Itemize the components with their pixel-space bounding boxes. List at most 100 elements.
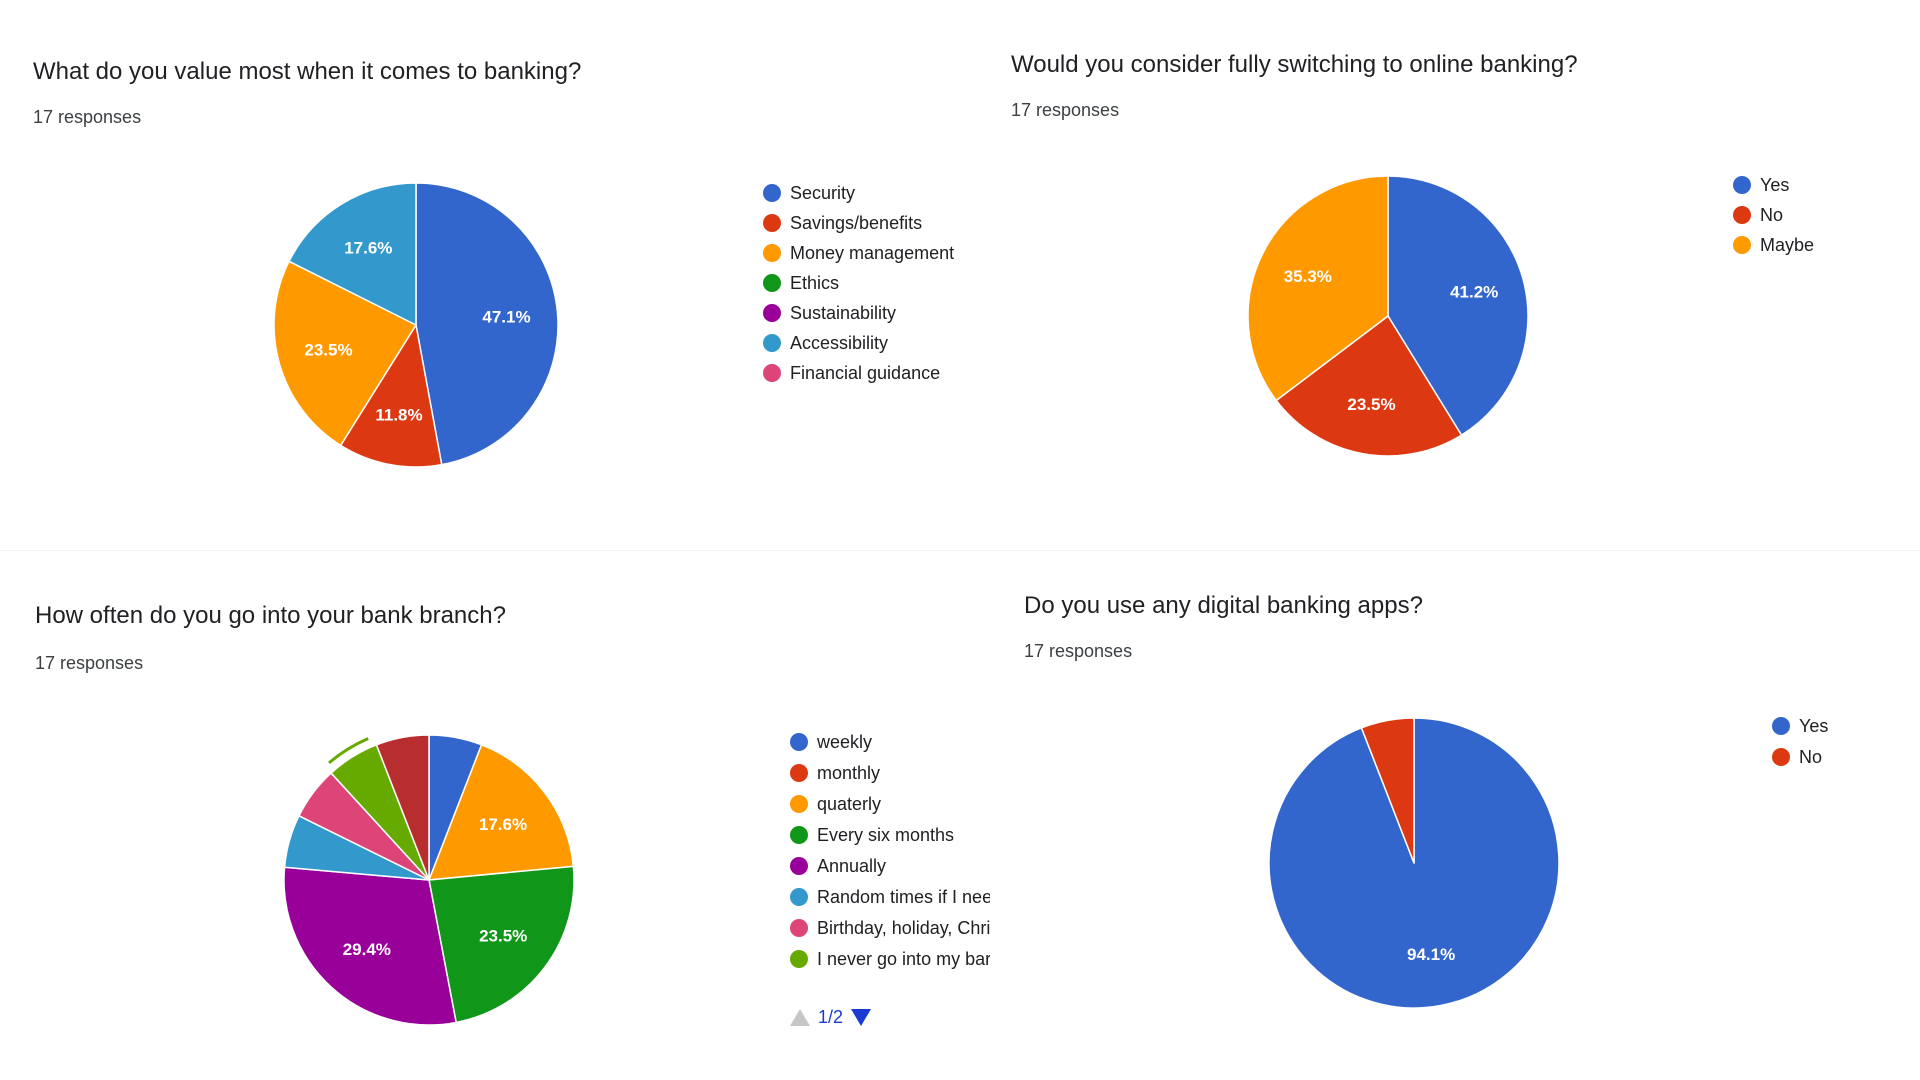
- legend-swatch: [763, 334, 781, 352]
- legend-label: weekly: [817, 731, 873, 752]
- legend-label: Annually: [817, 855, 887, 876]
- slice-data-label: 23.5%: [479, 927, 527, 946]
- pie-slice-other-8[interactable]: [375, 734, 430, 881]
- slice-data-label: 35.3%: [1284, 267, 1332, 286]
- pie-chart: 94.1%: [1268, 717, 1560, 1009]
- slice-hover-highlight: [328, 737, 369, 765]
- slice-data-label: 41.2%: [1450, 283, 1498, 302]
- legend-swatch: [1733, 176, 1751, 194]
- pie-slice-no[interactable]: [1360, 717, 1415, 864]
- chart-legend: Security Savings/benefits Money management…: [763, 181, 983, 383]
- legend-label: monthly: [817, 762, 881, 783]
- legend-swatch: [790, 919, 808, 937]
- legend-label: I never go into my bar: [817, 948, 992, 969]
- legend-item-security[interactable]: Security: [763, 181, 983, 205]
- response-count: 17 responses: [1011, 100, 1120, 120]
- legend-item-savings-benefits[interactable]: Savings/benefits: [763, 211, 983, 235]
- legend-swatch: [763, 274, 781, 292]
- legend-item-every-six-months[interactable]: Every six months: [790, 823, 1006, 847]
- legend-swatch: [790, 888, 808, 906]
- legend-pager: 1/2: [790, 1004, 872, 1030]
- legend-item-yes[interactable]: Yes: [1772, 714, 1892, 738]
- legend-item-annually[interactable]: Annually: [790, 854, 1006, 878]
- slice-data-label: 47.1%: [482, 308, 530, 327]
- response-count: 17 responses: [35, 653, 144, 673]
- legend-item-quaterly[interactable]: quaterly: [790, 792, 1006, 816]
- pie-slice-every-six-months[interactable]: [428, 865, 575, 1024]
- slice-data-label: 17.6%: [479, 815, 527, 834]
- section-divider: [0, 550, 1920, 551]
- legend-item-yes[interactable]: Yes: [1733, 173, 1883, 197]
- legend-label: No: [1799, 746, 1823, 767]
- legend-label: Sustainability: [790, 302, 897, 323]
- legend-item-money-management[interactable]: Money management: [763, 241, 983, 265]
- question-title: Do you use any digital banking apps?: [1024, 592, 1423, 619]
- pie-chart: 47.1% 11.8% 23.5% 17.6%: [273, 182, 559, 468]
- pie-slice-yes[interactable]: [1387, 175, 1529, 436]
- slice-data-label: 11.8%: [375, 405, 422, 424]
- legend-swatch: [1772, 748, 1790, 766]
- legend-swatch: [1733, 206, 1751, 224]
- legend-item-monthly[interactable]: monthly: [790, 761, 1006, 785]
- pie-slice-annually[interactable]: [283, 866, 457, 1026]
- slice-data-label: 23.5%: [304, 341, 352, 360]
- chart-panel-value-most: What do you value most when it comes to …: [0, 0, 990, 545]
- legend-item-random-times-if-i-nee[interactable]: Random times if I nee: [790, 885, 1006, 909]
- legend-swatch: [763, 214, 781, 232]
- slice-data-label: 23.5%: [1347, 395, 1395, 414]
- chart-panel-digital-apps: Do you use any digital banking apps? 17 …: [990, 555, 1920, 1080]
- legend-label: Yes: [1799, 715, 1829, 736]
- legend-label: Random times if I nee: [817, 886, 993, 907]
- legend-item-no[interactable]: No: [1733, 203, 1883, 227]
- legend-item-sustainability[interactable]: Sustainability: [763, 301, 983, 325]
- legend-swatch: [763, 364, 781, 382]
- legend-label: quaterly: [817, 793, 882, 814]
- question-title: How often do you go into your bank branc…: [35, 602, 506, 629]
- chart-panel-branch-visits: How often do you go into your bank branc…: [0, 555, 992, 1080]
- response-count: 17 responses: [33, 107, 142, 127]
- legend-label: Maybe: [1760, 234, 1815, 255]
- response-count: 17 responses: [1024, 641, 1133, 661]
- slice-data-label: 29.4%: [343, 940, 391, 959]
- legend-swatch: [790, 826, 808, 844]
- legend-swatch: [1772, 717, 1790, 735]
- legend-label: Ethics: [790, 272, 840, 293]
- legend-label: Accessibility: [790, 332, 889, 353]
- chart-panel-online-banking: Would you consider fully switching to on…: [990, 0, 1920, 545]
- legend-item-financial-guidance[interactable]: Financial guidance: [763, 361, 983, 385]
- legend-label: Every six months: [817, 824, 955, 845]
- slice-data-label: 17.6%: [344, 239, 392, 258]
- legend-label: Security: [790, 182, 856, 203]
- pager-prev-icon[interactable]: [790, 1008, 810, 1026]
- legend-swatch: [790, 857, 808, 875]
- pie-slice-security[interactable]: [415, 182, 559, 466]
- slice-data-label: 94.1%: [1407, 945, 1455, 964]
- question-title: What do you value most when it comes to …: [33, 58, 582, 85]
- pie-slice-savings-benefits[interactable]: [339, 324, 443, 468]
- legend-label: No: [1760, 204, 1784, 225]
- pie-chart: 17.6% 23.5% 29.4%: [283, 734, 575, 1026]
- legend-item-ethics[interactable]: Ethics: [763, 271, 983, 295]
- pie-slice-maybe[interactable]: [1247, 175, 1389, 402]
- legend-item-i-never-go-into-my-bar[interactable]: I never go into my bar: [790, 947, 1006, 971]
- legend-item-weekly[interactable]: weekly: [790, 730, 1006, 754]
- chart-legend: weekly monthly quaterly Every six months Ann…: [790, 730, 1006, 980]
- chart-legend: Yes No: [1772, 714, 1892, 774]
- legend-item-birthday-holiday-chri[interactable]: Birthday, holiday, Chri: [790, 916, 1006, 940]
- pie-chart: 41.2% 23.5% 35.3%: [1247, 175, 1529, 457]
- legend-label: Money management: [790, 242, 955, 263]
- legend-swatch: [1733, 236, 1751, 254]
- pie-slice-no[interactable]: [1275, 315, 1463, 457]
- legend-swatch: [790, 950, 808, 968]
- pie-slice-quaterly[interactable]: [428, 744, 575, 881]
- pager-next-icon[interactable]: [851, 1008, 872, 1026]
- legend-swatch: [763, 304, 781, 322]
- legend-swatch: [763, 244, 781, 262]
- legend-swatch: [790, 764, 808, 782]
- legend-item-accessibility[interactable]: Accessibility: [763, 331, 983, 355]
- pie-slice-accessibility[interactable]: [288, 182, 417, 326]
- legend-item-maybe[interactable]: Maybe: [1733, 233, 1883, 257]
- question-title: Would you consider fully switching to on…: [1011, 51, 1578, 78]
- legend-label: Birthday, holiday, Chri: [817, 917, 991, 938]
- legend-item-no[interactable]: No: [1772, 745, 1892, 769]
